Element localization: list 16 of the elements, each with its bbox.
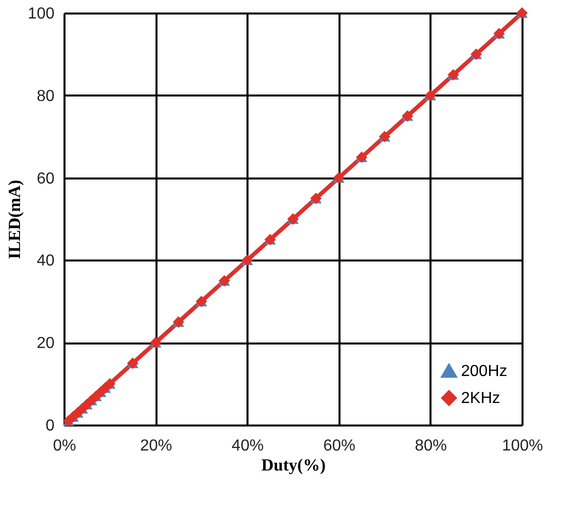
legend-label: 2KHz	[461, 390, 500, 407]
y-tick-label: 0	[46, 418, 55, 434]
x-tick-label: 100%	[502, 438, 543, 454]
y-tick-label: 100	[28, 6, 55, 22]
x-tick-label: 20%	[140, 438, 172, 454]
x-tick-label: 60%	[323, 438, 356, 454]
y-tick-label: 60	[36, 170, 55, 188]
y-axis-title: ILED(mA)	[4, 180, 24, 260]
y-tick-label: 80	[36, 88, 55, 105]
x-tick-label: 80%	[414, 438, 447, 454]
y-tick-label: 40	[36, 252, 55, 270]
x-tick-label: 0%	[52, 438, 76, 454]
legend-label: 200Hz	[461, 363, 508, 380]
x-tick-label: 40%	[232, 438, 264, 454]
y-tick-label: 20	[36, 335, 55, 352]
x-axis-title: Duty(%)	[261, 456, 326, 474]
